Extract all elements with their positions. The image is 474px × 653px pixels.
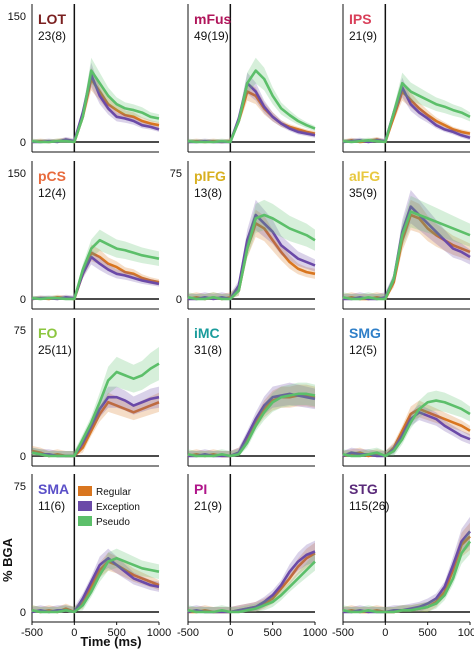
- region-label: pCS: [38, 168, 66, 184]
- y-tick-label: 0: [20, 451, 26, 463]
- legend-swatch: [78, 486, 92, 496]
- legend: Regular Exception Pseudo: [78, 486, 140, 528]
- panel-smg: SMG 12(5): [342, 318, 471, 467]
- series-line-pseudo: [187, 392, 316, 458]
- series-band-exception: [343, 189, 470, 299]
- series-line-pseudo: [31, 362, 160, 458]
- panel-sma: 0 75 -500 0 500 1000 SMA 11(6) Regular Exception P…: [14, 474, 171, 639]
- region-label: mFus: [194, 11, 232, 27]
- series-band-exception: [188, 540, 315, 612]
- y-tick-label: 75: [14, 325, 26, 337]
- series-line-pseudo: [187, 213, 316, 301]
- x-tick-label: 0: [71, 627, 77, 639]
- region-count: 23(8): [38, 29, 66, 43]
- panel-pcs: 0 150 pCS 12(4): [8, 161, 160, 310]
- series-band-pseudo: [32, 548, 159, 612]
- legend-label: Pseudo: [96, 517, 130, 528]
- series-band-exception: [188, 382, 315, 456]
- panel-pifg: 0 75 pIFG 13(8): [170, 161, 316, 310]
- legend-swatch: [78, 501, 92, 511]
- region-count: 21(9): [349, 29, 377, 43]
- series-band-pseudo: [343, 390, 470, 456]
- series-line-pseudo: [187, 560, 316, 614]
- x-tick-label: 500: [107, 627, 125, 639]
- y-tick-label: 75: [170, 168, 182, 180]
- x-tick-label: 1000: [458, 627, 474, 639]
- region-label: LOT: [38, 11, 66, 27]
- y-tick-label: 0: [176, 294, 182, 306]
- region-label: IPS: [349, 11, 372, 27]
- series-band-pseudo: [188, 382, 315, 456]
- series-band-exception: [32, 548, 159, 612]
- x-tick-label: -500: [21, 627, 43, 639]
- panel-mfus: mFus 49(19): [187, 4, 316, 153]
- series-line-pseudo: [31, 69, 160, 144]
- region-label: SMG: [349, 325, 381, 341]
- series-line-pseudo: [31, 238, 160, 301]
- y-tick-label: 0: [20, 137, 26, 149]
- series-band-pseudo: [32, 57, 159, 142]
- region-count: 12(4): [38, 186, 66, 200]
- x-tick-label: -500: [332, 627, 354, 639]
- region-label: pIFG: [194, 168, 226, 184]
- x-tick-label: 500: [263, 627, 281, 639]
- panel-aifg: aIFG 35(9): [342, 161, 471, 310]
- region-label: FO: [38, 325, 58, 341]
- region-count: 21(9): [194, 499, 222, 513]
- region-label: aIFG: [349, 168, 380, 184]
- panel-ips: IPS 21(9): [342, 4, 471, 153]
- x-tick-label: 0: [227, 627, 233, 639]
- region-count: 35(9): [349, 186, 377, 200]
- series-line-pseudo: [342, 540, 472, 614]
- y-tick-label: 150: [8, 11, 26, 23]
- legend-label: Regular: [96, 487, 132, 498]
- region-label: STG: [349, 481, 378, 497]
- x-tick-label: 0: [382, 627, 388, 639]
- x-tick-label: -500: [177, 627, 199, 639]
- panel-imc: iMC 31(8): [187, 318, 316, 467]
- panel-grid: 0 150 LOT 23(8) mFus 49(19) IPS 21(9) 0 150 pCS 12(…: [8, 4, 474, 639]
- region-count: 13(8): [194, 186, 222, 200]
- y-tick-label: 0: [20, 607, 26, 619]
- series-line-pseudo: [342, 210, 471, 301]
- region-count: 49(19): [194, 29, 229, 43]
- series-line-exception: [343, 530, 471, 614]
- panel-pi: -500 0 500 1000 PI 21(9): [177, 474, 327, 639]
- series-line-pseudo: [187, 69, 316, 144]
- region-count: 12(5): [349, 343, 377, 357]
- region-label: iMC: [194, 325, 220, 341]
- series-band-regular: [188, 384, 315, 456]
- x-axis-label: Time (ms): [80, 634, 141, 649]
- series-line-pseudo: [31, 556, 160, 614]
- region-count: 31(8): [194, 343, 222, 357]
- series-band-regular: [188, 82, 315, 142]
- series-line-pseudo: [342, 399, 471, 458]
- series-band-exception: [32, 386, 159, 456]
- series-line-pseudo: [342, 81, 471, 144]
- region-label: PI: [194, 481, 207, 497]
- y-tick-label: 75: [14, 481, 26, 493]
- x-tick-label: 500: [418, 627, 436, 639]
- region-count: 11(6): [38, 499, 65, 513]
- legend-swatch: [78, 516, 92, 526]
- region-count: 115(26): [349, 499, 389, 513]
- panel-fo: 0 75 FO 25(11): [14, 318, 160, 467]
- x-tick-label: 1000: [147, 627, 171, 639]
- panel-stg: -500 0 500 1000 STG 115(26): [332, 474, 474, 639]
- region-label: SMA: [38, 481, 69, 497]
- y-axis-label: % BGA: [0, 537, 15, 582]
- series-band-pseudo: [32, 229, 159, 299]
- y-tick-label: 150: [8, 168, 26, 180]
- x-tick-label: 1000: [303, 627, 327, 639]
- legend-label: Exception: [96, 502, 140, 513]
- series-band-pseudo: [188, 552, 315, 612]
- y-tick-label: 0: [20, 294, 26, 306]
- series-band-pseudo: [32, 346, 159, 456]
- region-count: 25(11): [38, 343, 72, 357]
- panel-lot: 0 150 LOT 23(8): [8, 4, 160, 153]
- series-band-exception: [32, 62, 159, 143]
- series-band-exception: [343, 516, 470, 612]
- series-band-exception: [188, 199, 315, 299]
